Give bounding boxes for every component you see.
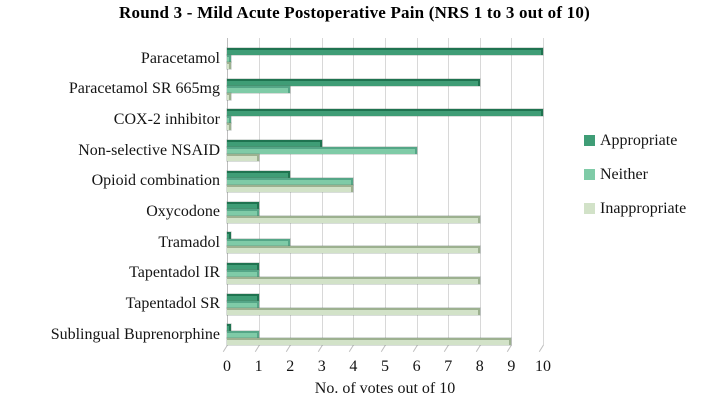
x-axis-tick: [412, 344, 418, 353]
x-tick-label: 1: [254, 358, 263, 375]
x-tick-label: 10: [535, 358, 551, 375]
x-tick-label: 4: [349, 358, 358, 375]
x-tick-label: 3: [317, 358, 326, 375]
bar-neither-5: [227, 208, 259, 216]
legend-label: Appropriate: [600, 131, 678, 149]
bar-neither-4: [227, 177, 354, 185]
category-label: Paracetamol: [140, 49, 220, 67]
bar-inappropriate-9: [227, 338, 512, 346]
x-axis-tick: [349, 344, 355, 353]
bar-neither-0: [227, 55, 231, 62]
category-label: Sublingual Buprenorphine: [50, 325, 220, 343]
gridline: [448, 38, 450, 345]
bar-inappropriate-7: [227, 276, 480, 284]
bar-neither-8: [227, 300, 259, 308]
inappropriate-swatch-icon: [584, 203, 595, 214]
x-tick-label: 2: [286, 358, 295, 375]
bar-neither-3: [227, 147, 417, 155]
x-axis-tick: [286, 344, 292, 353]
x-tick-label: 0: [223, 358, 231, 375]
bar-appropriate-8: [227, 293, 259, 301]
x-tick-label: 5: [381, 358, 389, 375]
x-axis-tick: [380, 344, 386, 353]
bar-appropriate-9: [227, 324, 231, 332]
x-axis-tick: [475, 344, 481, 353]
bar-inappropriate-0: [227, 62, 231, 69]
bar-inappropriate-1: [227, 92, 231, 100]
bar-neither-2: [227, 116, 231, 124]
bar-appropriate-4: [227, 170, 291, 178]
x-axis-tick: [507, 344, 513, 353]
x-axis-title: No. of votes out of 10: [314, 380, 456, 397]
bar-appropriate-7: [227, 262, 259, 270]
gridline: [479, 38, 481, 345]
category-label: Paracetamol SR 665mg: [68, 80, 220, 98]
legend-item-neither: Neither: [584, 166, 686, 183]
x-tick-label: 6: [412, 358, 421, 375]
bar-appropriate-6: [227, 232, 231, 240]
x-axis-tick: [222, 344, 228, 353]
legend-item-appropriate: Appropriate: [584, 132, 686, 149]
x-axis-tick: [254, 344, 260, 353]
x-tick-label: 7: [444, 358, 453, 375]
gridline: [416, 38, 418, 345]
chart-title: Round 3 - Mild Acute Postoperative Pain …: [119, 3, 590, 22]
bar-appropriate-1: [227, 78, 480, 86]
bar-inappropriate-2: [227, 123, 231, 131]
x-tick-label: 9: [507, 358, 516, 375]
category-label: Non-selective NSAID: [78, 141, 220, 159]
bar-inappropriate-8: [227, 307, 480, 315]
gridline: [511, 38, 513, 345]
appropriate-swatch-icon: [584, 135, 595, 146]
neither-swatch-icon: [584, 169, 595, 180]
category-label: Tapentadol SR: [125, 295, 220, 313]
category-label: Opioid combination: [91, 172, 220, 190]
bar-appropriate-5: [227, 201, 259, 209]
x-tick-label: 8: [475, 358, 484, 375]
plot-area: 0 1 2 3 4 5 6 7 8 9 10: [222, 38, 551, 375]
legend-item-inappropriate: Inappropriate: [584, 200, 686, 217]
gridline: [543, 38, 544, 345]
category-label: COX-2 inhibitor: [113, 110, 220, 128]
legend-label: Inappropriate: [600, 199, 687, 217]
bar-appropriate-2: [227, 109, 543, 117]
bar-inappropriate-5: [227, 215, 480, 223]
bar-neither-9: [227, 331, 259, 339]
bar-inappropriate-4: [227, 184, 354, 192]
bar-appropriate-0: [227, 48, 543, 55]
bar-neither-1: [227, 85, 291, 93]
bar-inappropriate-6: [227, 246, 480, 254]
gridline: [385, 38, 386, 345]
x-axis-tick: [317, 344, 323, 353]
bar-neither-6: [227, 239, 291, 247]
gridline: [353, 38, 355, 345]
x-axis-tick: [538, 344, 544, 353]
bar-inappropriate-3: [227, 154, 259, 162]
legend-label: Neither: [600, 165, 648, 183]
bar-neither-7: [227, 269, 259, 277]
category-label: Tapentadol IR: [129, 264, 220, 282]
x-axis-tick: [444, 344, 450, 353]
legend: Appropriate Neither Inappropriate: [584, 132, 686, 234]
bar-appropriate-3: [227, 140, 322, 148]
category-label: Tramadol: [158, 233, 220, 251]
category-label: Oxycodone: [146, 203, 220, 220]
